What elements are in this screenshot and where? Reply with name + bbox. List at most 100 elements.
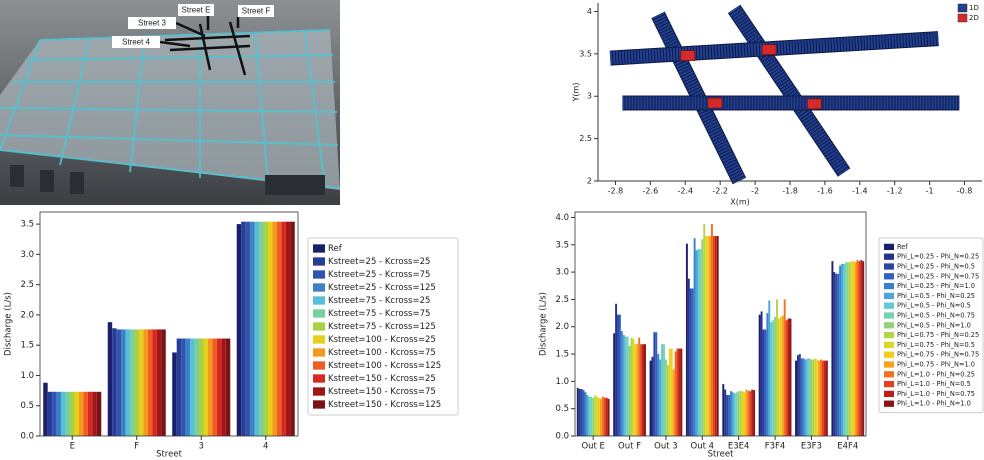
x-tick-label: F [134,442,139,452]
bar [576,387,579,436]
legend-label: Kstreet=25 - Kcross=25 [328,257,430,267]
legend-swatch [884,400,894,407]
photo: Street E Street F Street 3 Street 4 [0,0,341,205]
bar [592,397,595,436]
legend-label: Phi_L=1.0 - Phi_N=0.25 [897,370,975,378]
bar [709,236,711,436]
bar [714,236,717,436]
bar [674,351,677,436]
bar [854,262,857,436]
bar [724,389,727,436]
x-tick-label: -2.6 [643,187,659,196]
bar [588,396,591,436]
x-tick-label: E3F3 [801,442,822,452]
bar [768,300,771,436]
bar [802,358,805,436]
bar [835,273,838,436]
junction-2d [807,98,822,110]
street-mesh [652,12,746,184]
legend-label: Kstreet=25 - Kcross=125 [328,283,436,293]
bar [236,224,242,436]
bar [735,392,738,436]
bar [808,358,811,436]
y-axis-label: Discharge (L/s) [539,292,549,356]
x-tick-label: 3 [199,442,204,452]
bar [615,303,618,436]
bar [777,318,780,436]
bar [107,322,113,436]
legend-swatch [313,322,325,331]
bar [47,391,53,436]
bar [640,344,643,436]
legend-swatch [957,13,968,23]
bar [766,313,769,436]
bar [772,320,775,436]
bar [216,338,222,436]
bar [810,359,813,436]
legend-swatch [884,351,894,358]
bar [701,239,704,436]
legend-label: Phi_L=0.75 - Phi_N=0.75 [897,351,979,359]
legend-label: Phi_L=1.0 - Phi_N=0.5 [897,380,971,388]
bar [858,261,861,436]
x-tick-label: Out 3 [654,442,678,452]
bar [199,338,204,436]
junction-2d [761,44,777,55]
bar [212,338,217,436]
x-tick-label: -1.2 [887,187,903,196]
legend-swatch [313,283,325,292]
legend-swatch [313,335,325,344]
bar [680,348,683,436]
legend-swatch [884,263,894,270]
bar [795,360,797,436]
bar [703,224,706,436]
bar [649,360,652,436]
bar [250,221,255,436]
y-tick-label: 1.0 [20,371,34,381]
bar [599,398,602,436]
bar [644,344,646,436]
bar [844,262,847,436]
photo-label: Street E [182,6,211,15]
legend-label: Phi_L=0.25 - Phi_N=1.0 [897,282,975,290]
legend-label: Kstreet=150 - Kcross=125 [328,400,441,410]
legend-swatch [884,302,894,309]
bar [705,236,708,436]
y-tick-label: 3 [587,92,592,101]
x-tick-label: E [70,442,75,452]
bar [617,314,619,436]
bar [743,392,746,436]
legend-swatch [313,296,325,305]
legend-swatch [313,257,325,266]
bar [739,391,742,436]
bar [712,236,715,436]
bar [225,338,231,436]
bar [112,328,117,436]
y-tick-label: 2.0 [555,322,569,332]
teal-walls [0,29,341,189]
legend-swatch [884,292,894,300]
legend-swatch [313,309,325,318]
legend-label: Phi_L=0.25 - Phi_N=0.25 [897,253,979,261]
bar [96,391,102,436]
y-tick-label: 2.5 [555,295,569,305]
bar [152,329,157,436]
bar [586,395,589,436]
y-tick-label: 0.5 [555,404,569,414]
bar [638,337,641,436]
bar [603,397,606,436]
bar [130,329,135,436]
bar [626,336,629,436]
bar [779,316,782,436]
bar [796,355,799,436]
legend-frame [878,237,984,414]
legend-swatch [313,361,325,370]
bar [620,331,623,436]
plot-frame [39,211,299,437]
bar [634,344,637,436]
bar [666,364,669,436]
bar [657,354,660,436]
bar [651,356,654,436]
bar [733,393,736,436]
bar [584,392,587,436]
